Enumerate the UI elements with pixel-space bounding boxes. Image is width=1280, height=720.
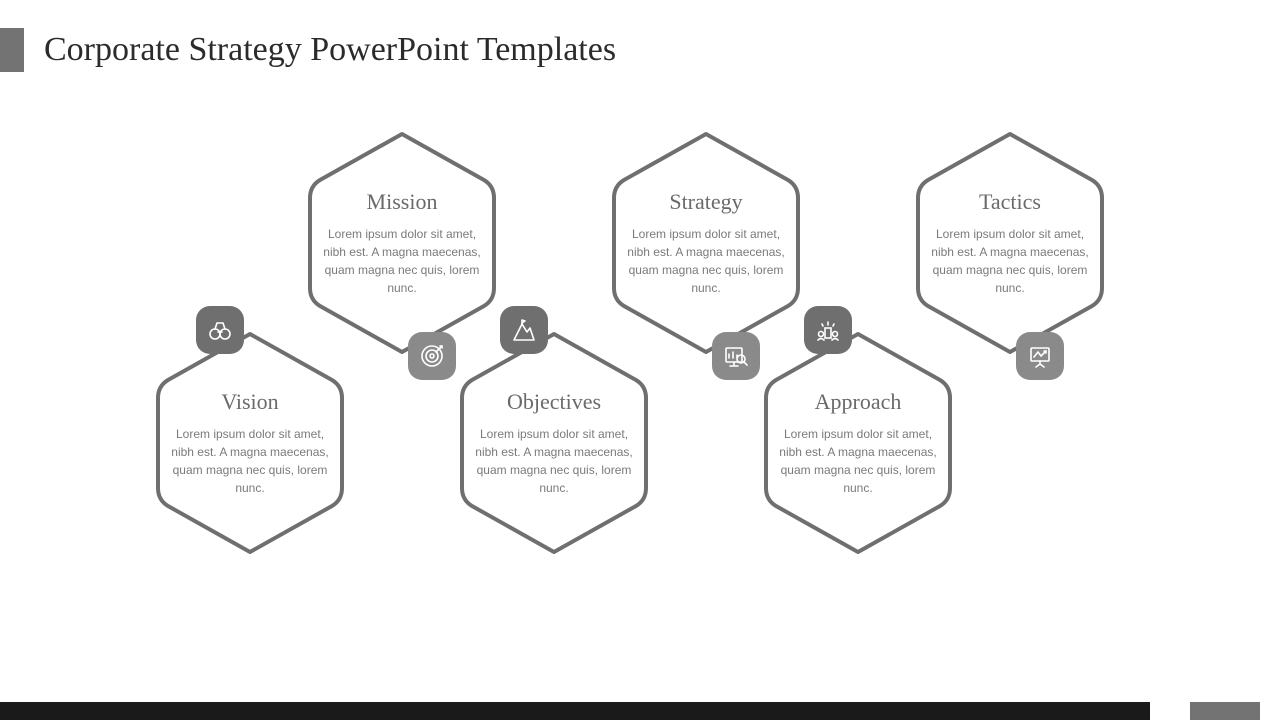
footer-gray-segment — [1190, 702, 1260, 720]
hex-approach: Approach Lorem ipsum dolor sit amet, nib… — [758, 328, 958, 558]
board-icon — [1016, 332, 1064, 380]
hex-title: Tactics — [930, 189, 1090, 215]
slide: Corporate Strategy PowerPoint Templates … — [0, 0, 1280, 720]
hex-objectives: Objectives Lorem ipsum dolor sit amet, n… — [454, 328, 654, 558]
footer-bar — [0, 702, 1280, 720]
mountain-icon — [500, 306, 548, 354]
hex-title: Strategy — [626, 189, 786, 215]
footer-dark-segment — [0, 702, 1150, 720]
hex-title: Objectives — [474, 389, 634, 415]
hex-title: Approach — [778, 389, 938, 415]
hex-vision: Vision Lorem ipsum dolor sit amet, nibh … — [150, 328, 350, 558]
hex-title: Vision — [170, 389, 330, 415]
hex-title: Mission — [322, 189, 482, 215]
hex-body: Lorem ipsum dolor sit amet, nibh est. A … — [170, 425, 330, 497]
title-accent-block — [0, 28, 24, 72]
hex-mission: Mission Lorem ipsum dolor sit amet, nibh… — [302, 128, 502, 358]
strategy-diagram: Vision Lorem ipsum dolor sit amet, nibh … — [0, 120, 1280, 660]
hex-tactics: Tactics Lorem ipsum dolor sit amet, nibh… — [910, 128, 1110, 358]
hex-strategy: Strategy Lorem ipsum dolor sit amet, nib… — [606, 128, 806, 358]
hex-body: Lorem ipsum dolor sit amet, nibh est. A … — [626, 225, 786, 297]
target-icon — [408, 332, 456, 380]
analytics-icon — [712, 332, 760, 380]
title-bar: Corporate Strategy PowerPoint Templates — [0, 28, 616, 72]
hex-body: Lorem ipsum dolor sit amet, nibh est. A … — [322, 225, 482, 297]
hex-body: Lorem ipsum dolor sit amet, nibh est. A … — [474, 425, 634, 497]
org-icon — [804, 306, 852, 354]
slide-title: Corporate Strategy PowerPoint Templates — [44, 31, 616, 69]
hex-body: Lorem ipsum dolor sit amet, nibh est. A … — [778, 425, 938, 497]
hex-body: Lorem ipsum dolor sit amet, nibh est. A … — [930, 225, 1090, 297]
binoculars-icon — [196, 306, 244, 354]
